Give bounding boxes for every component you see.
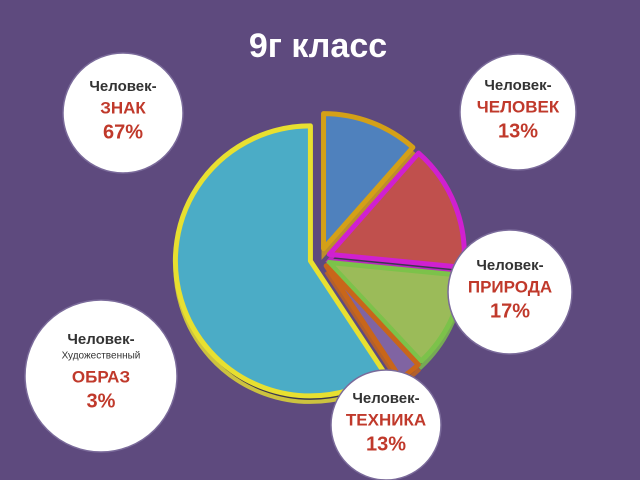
label-sub: Художественный: [62, 351, 141, 362]
value-label: 3%: [87, 390, 116, 412]
value-label: 67%: [103, 121, 143, 143]
label-bubble: [459, 53, 577, 171]
label-bubble: [447, 229, 573, 355]
label-category: ЗНАК: [100, 98, 146, 117]
label-category: ТЕХНИКА: [346, 410, 426, 429]
label-prefix: Человек-: [352, 390, 419, 407]
label-category: ПРИРОДА: [468, 277, 552, 296]
label-prefix: Человек-: [476, 257, 543, 274]
value-label: 13%: [498, 120, 538, 142]
label-prefix: Человек-: [89, 78, 156, 95]
label-bubble: [62, 52, 184, 174]
label-bubble: [24, 299, 178, 453]
value-label: 13%: [366, 433, 406, 455]
slice: [172, 123, 388, 399]
label-category: ОБРАЗ: [72, 367, 130, 386]
label-prefix: Человек-: [67, 331, 134, 348]
chart-title: 9г класс: [249, 27, 387, 65]
label-prefix: Человек-: [484, 77, 551, 94]
value-label: 17%: [490, 300, 530, 322]
label-category: ЧЕЛОВЕК: [477, 97, 560, 116]
slice: [321, 111, 416, 252]
label-bubble: [330, 369, 442, 480]
